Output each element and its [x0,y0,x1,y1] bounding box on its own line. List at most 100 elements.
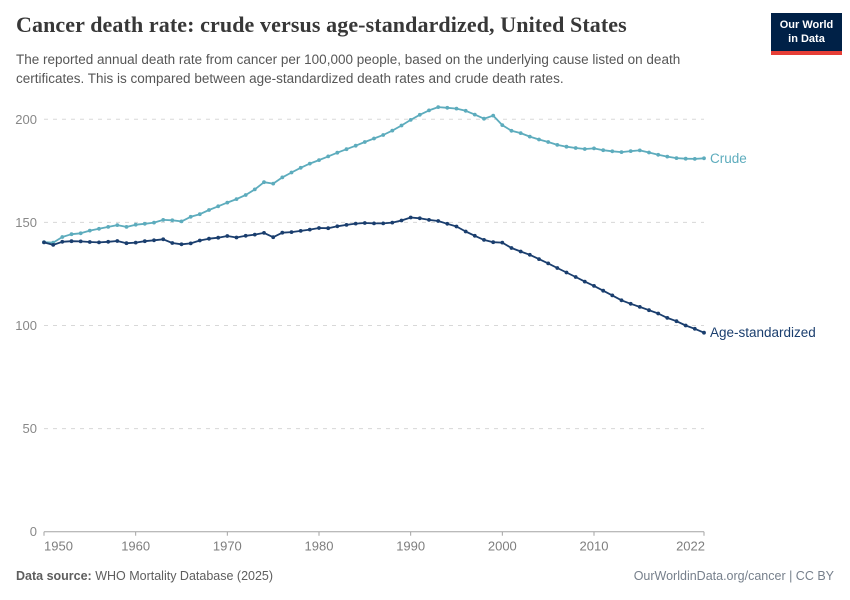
data-point-age-standardized-2005[interactable] [546,261,551,266]
data-point-age-standardized-1992[interactable] [427,218,431,222]
data-point-crude-1998[interactable] [482,116,486,121]
license-link[interactable]: OurWorldinData.org/cancer | CC BY [633,569,834,583]
data-point-age-standardized-2006[interactable] [555,266,560,270]
data-point-age-standardized-1977[interactable] [289,230,294,235]
data-point-age-standardized-1965[interactable] [179,242,184,247]
data-point-age-standardized-1978[interactable] [298,229,303,233]
data-point-age-standardized-2021[interactable] [692,326,697,331]
data-point-crude-1970[interactable] [225,200,230,205]
data-point-age-standardized-2014[interactable] [628,301,633,306]
data-point-age-standardized-1988[interactable] [390,220,395,225]
data-point-age-standardized-1957[interactable] [106,239,111,244]
data-point-crude-2010[interactable] [592,146,596,151]
data-point-crude-1977[interactable] [289,170,294,175]
data-point-crude-1981[interactable] [326,154,331,159]
data-point-crude-1958[interactable] [115,223,120,228]
data-point-crude-2000[interactable] [500,123,505,127]
data-point-age-standardized-1950[interactable] [42,240,46,245]
data-point-age-standardized-1991[interactable] [417,216,422,221]
data-point-crude-1978[interactable] [298,165,303,170]
data-point-age-standardized-2002[interactable] [518,249,523,254]
data-point-crude-1968[interactable] [207,208,211,212]
data-point-age-standardized-1963[interactable] [161,237,166,242]
data-point-age-standardized-1951[interactable] [51,243,56,247]
data-point-crude-1982[interactable] [335,150,340,155]
data-point-age-standardized-2003[interactable] [527,252,532,257]
data-point-crude-1992[interactable] [427,108,431,113]
data-point-crude-1963[interactable] [161,218,166,222]
data-point-crude-1967[interactable] [197,212,202,217]
data-point-crude-1980[interactable] [317,158,321,163]
data-point-crude-2022[interactable] [702,156,706,161]
data-point-crude-1990[interactable] [408,118,413,122]
data-point-crude-1957[interactable] [106,225,111,229]
data-point-crude-1991[interactable] [417,112,422,117]
data-point-crude-1988[interactable] [390,128,395,133]
data-point-age-standardized-1956[interactable] [97,240,101,245]
data-point-crude-1983[interactable] [344,147,349,152]
data-point-age-standardized-2011[interactable] [601,288,606,293]
data-point-crude-2021[interactable] [692,157,697,161]
data-point-crude-1994[interactable] [445,105,450,110]
data-point-age-standardized-1974[interactable] [262,231,266,235]
data-point-crude-2005[interactable] [546,140,551,144]
data-point-crude-1996[interactable] [463,108,468,113]
data-point-crude-2018[interactable] [665,154,670,159]
data-point-crude-1952[interactable] [60,235,65,239]
data-point-crude-1975[interactable] [271,181,276,186]
data-point-age-standardized-1995[interactable] [454,224,459,229]
data-point-age-standardized-2012[interactable] [610,293,615,298]
data-point-crude-2015[interactable] [637,148,642,153]
data-point-crude-1989[interactable] [399,123,404,128]
data-point-age-standardized-1975[interactable] [271,235,276,240]
data-point-age-standardized-2017[interactable] [656,311,661,316]
data-point-crude-1976[interactable] [280,175,285,180]
data-point-age-standardized-2022[interactable] [702,330,706,335]
data-point-age-standardized-1952[interactable] [60,239,65,244]
data-point-crude-1997[interactable] [472,112,477,117]
data-point-crude-1971[interactable] [234,197,239,202]
data-point-crude-2003[interactable] [527,134,532,139]
data-point-age-standardized-2008[interactable] [573,275,578,279]
data-point-crude-1987[interactable] [381,133,386,137]
data-point-crude-1974[interactable] [262,180,266,185]
data-point-crude-2014[interactable] [628,149,633,154]
data-point-age-standardized-1994[interactable] [445,221,450,226]
data-point-age-standardized-2020[interactable] [683,323,688,328]
data-point-age-standardized-1972[interactable] [243,233,248,238]
data-point-age-standardized-2019[interactable] [674,319,679,324]
data-point-age-standardized-1958[interactable] [115,239,120,243]
data-point-crude-2016[interactable] [647,150,651,155]
data-point-age-standardized-1953[interactable] [69,239,74,244]
data-point-age-standardized-2018[interactable] [665,316,670,320]
data-point-crude-2004[interactable] [537,137,541,142]
data-point-crude-1999[interactable] [491,113,496,118]
owid-logo[interactable]: Our World in Data [771,13,842,55]
data-point-age-standardized-1983[interactable] [344,223,349,227]
data-point-age-standardized-1982[interactable] [335,224,340,229]
data-point-age-standardized-1990[interactable] [408,215,413,220]
data-point-crude-1965[interactable] [179,219,184,224]
data-point-crude-1966[interactable] [188,214,193,219]
data-point-crude-1973[interactable] [252,187,257,192]
data-point-age-standardized-2009[interactable] [582,279,587,284]
data-point-crude-1984[interactable] [353,143,358,148]
data-point-age-standardized-1971[interactable] [234,235,239,240]
data-point-age-standardized-1979[interactable] [307,227,312,232]
data-point-crude-1960[interactable] [133,222,138,227]
data-point-crude-1964[interactable] [170,218,175,223]
data-point-age-standardized-1997[interactable] [472,233,477,238]
data-point-crude-2009[interactable] [582,147,587,151]
data-point-age-standardized-1959[interactable] [124,241,129,246]
data-point-crude-1985[interactable] [362,140,367,144]
data-point-age-standardized-1980[interactable] [317,226,321,230]
data-point-crude-1972[interactable] [243,193,248,197]
data-point-age-standardized-1998[interactable] [482,238,486,242]
data-point-age-standardized-2013[interactable] [619,298,624,303]
data-point-crude-2012[interactable] [610,149,615,154]
data-point-age-standardized-2016[interactable] [647,308,651,313]
data-point-crude-2007[interactable] [564,144,569,149]
data-point-age-standardized-2001[interactable] [509,246,514,250]
data-point-age-standardized-1985[interactable] [362,221,367,225]
data-point-age-standardized-2000[interactable] [500,240,505,245]
